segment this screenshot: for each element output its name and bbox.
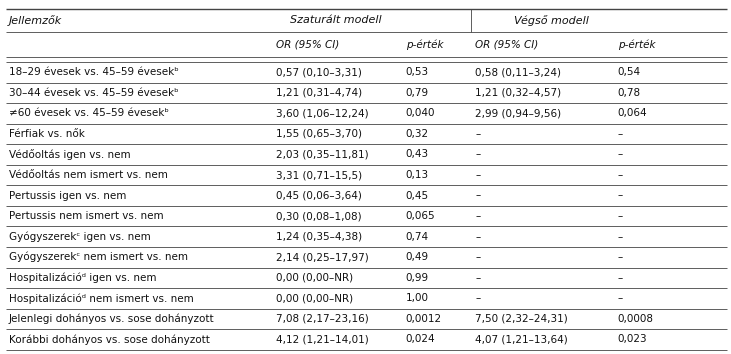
Text: Hospitalizációᵈ nem ismert vs. nem: Hospitalizációᵈ nem ismert vs. nem bbox=[9, 293, 194, 304]
Text: 0,53: 0,53 bbox=[406, 67, 429, 77]
Text: Gyógyszerekᶜ nem ismert vs. nem: Gyógyszerekᶜ nem ismert vs. nem bbox=[9, 252, 188, 263]
Text: OR (95% CI): OR (95% CI) bbox=[276, 39, 340, 49]
Text: –: – bbox=[475, 149, 480, 159]
Text: 0,064: 0,064 bbox=[618, 108, 648, 118]
Text: –: – bbox=[618, 149, 623, 159]
Text: 0,32: 0,32 bbox=[406, 129, 429, 139]
Text: Gyógyszerekᶜ igen vs. nem: Gyógyszerekᶜ igen vs. nem bbox=[9, 232, 151, 242]
Text: 0,30 (0,08–1,08): 0,30 (0,08–1,08) bbox=[276, 211, 362, 221]
Text: 0,79: 0,79 bbox=[406, 88, 429, 98]
Text: 0,78: 0,78 bbox=[618, 88, 641, 98]
Text: –: – bbox=[618, 129, 623, 139]
Text: OR (95% CI): OR (95% CI) bbox=[475, 39, 539, 49]
Text: p-érték: p-érték bbox=[618, 39, 655, 50]
Text: –: – bbox=[618, 293, 623, 303]
Text: 18–29 évesek vs. 45–59 évesekᵇ: 18–29 évesek vs. 45–59 évesekᵇ bbox=[9, 67, 178, 77]
Text: Jelenlegi dohányos vs. sose dohányzott: Jelenlegi dohányos vs. sose dohányzott bbox=[9, 314, 214, 324]
Text: 1,55 (0,65–3,70): 1,55 (0,65–3,70) bbox=[276, 129, 363, 139]
Text: –: – bbox=[475, 252, 480, 262]
Text: 3,60 (1,06–12,24): 3,60 (1,06–12,24) bbox=[276, 108, 369, 118]
Text: 4,07 (1,21–13,64): 4,07 (1,21–13,64) bbox=[475, 335, 568, 344]
Text: 0,74: 0,74 bbox=[406, 232, 429, 242]
Text: –: – bbox=[618, 273, 623, 283]
Text: 7,50 (2,32–24,31): 7,50 (2,32–24,31) bbox=[475, 314, 568, 324]
Text: Védőoltás igen vs. nem: Védőoltás igen vs. nem bbox=[9, 149, 130, 160]
Text: Korábbi dohányos vs. sose dohányzott: Korábbi dohányos vs. sose dohányzott bbox=[9, 334, 210, 345]
Text: p-érték: p-érték bbox=[406, 39, 443, 50]
Text: –: – bbox=[475, 232, 480, 242]
Text: –: – bbox=[618, 170, 623, 180]
Text: Hospitalizációᵈ igen vs. nem: Hospitalizációᵈ igen vs. nem bbox=[9, 273, 156, 283]
Text: 4,12 (1,21–14,01): 4,12 (1,21–14,01) bbox=[276, 335, 369, 344]
Text: 2,14 (0,25–17,97): 2,14 (0,25–17,97) bbox=[276, 252, 369, 262]
Text: Jellemzők: Jellemzők bbox=[9, 15, 62, 26]
Text: 0,57 (0,10–3,31): 0,57 (0,10–3,31) bbox=[276, 67, 362, 77]
Text: 0,024: 0,024 bbox=[406, 335, 436, 344]
Text: –: – bbox=[475, 190, 480, 201]
Text: 0,00 (0,00–NR): 0,00 (0,00–NR) bbox=[276, 273, 354, 283]
Text: 7,08 (2,17–23,16): 7,08 (2,17–23,16) bbox=[276, 314, 369, 324]
Text: 0,45 (0,06–3,64): 0,45 (0,06–3,64) bbox=[276, 190, 362, 201]
Text: 0,00 (0,00–NR): 0,00 (0,00–NR) bbox=[276, 293, 354, 303]
Text: 0,54: 0,54 bbox=[618, 67, 641, 77]
Text: 30–44 évesek vs. 45–59 évesekᵇ: 30–44 évesek vs. 45–59 évesekᵇ bbox=[9, 88, 178, 98]
Text: 0,99: 0,99 bbox=[406, 273, 429, 283]
Text: 0,13: 0,13 bbox=[406, 170, 429, 180]
Text: –: – bbox=[475, 211, 480, 221]
Text: –: – bbox=[618, 252, 623, 262]
Text: 0,43: 0,43 bbox=[406, 149, 429, 159]
Text: 2,03 (0,35–11,81): 2,03 (0,35–11,81) bbox=[276, 149, 369, 159]
Text: 1,21 (0,31–4,74): 1,21 (0,31–4,74) bbox=[276, 88, 363, 98]
Text: Védőoltás nem ismert vs. nem: Védőoltás nem ismert vs. nem bbox=[9, 170, 167, 180]
Text: 1,00: 1,00 bbox=[406, 293, 428, 303]
Text: Férfiak vs. nők: Férfiak vs. nők bbox=[9, 129, 85, 139]
Text: Pertussis nem ismert vs. nem: Pertussis nem ismert vs. nem bbox=[9, 211, 164, 221]
Text: 0,49: 0,49 bbox=[406, 252, 429, 262]
Text: 0,0012: 0,0012 bbox=[406, 314, 442, 324]
Text: –: – bbox=[618, 190, 623, 201]
Text: –: – bbox=[475, 293, 480, 303]
Text: 0,065: 0,065 bbox=[406, 211, 436, 221]
Text: 1,21 (0,32–4,57): 1,21 (0,32–4,57) bbox=[475, 88, 561, 98]
Text: Pertussis igen vs. nem: Pertussis igen vs. nem bbox=[9, 190, 126, 201]
Text: 3,31 (0,71–15,5): 3,31 (0,71–15,5) bbox=[276, 170, 363, 180]
Text: Szaturált modell: Szaturált modell bbox=[290, 15, 382, 25]
Text: –: – bbox=[618, 232, 623, 242]
Text: 2,99 (0,94–9,56): 2,99 (0,94–9,56) bbox=[475, 108, 561, 118]
Text: 0,023: 0,023 bbox=[618, 335, 648, 344]
Text: 0,0008: 0,0008 bbox=[618, 314, 654, 324]
Text: ≠60 évesek vs. 45–59 évesekᵇ: ≠60 évesek vs. 45–59 évesekᵇ bbox=[9, 108, 169, 118]
Text: –: – bbox=[618, 211, 623, 221]
Text: –: – bbox=[475, 129, 480, 139]
Text: 0,040: 0,040 bbox=[406, 108, 435, 118]
Text: Végső modell: Végső modell bbox=[515, 15, 589, 26]
Text: 0,45: 0,45 bbox=[406, 190, 429, 201]
Text: 1,24 (0,35–4,38): 1,24 (0,35–4,38) bbox=[276, 232, 363, 242]
Text: 0,58 (0,11–3,24): 0,58 (0,11–3,24) bbox=[475, 67, 561, 77]
Text: –: – bbox=[475, 170, 480, 180]
Text: –: – bbox=[475, 273, 480, 283]
